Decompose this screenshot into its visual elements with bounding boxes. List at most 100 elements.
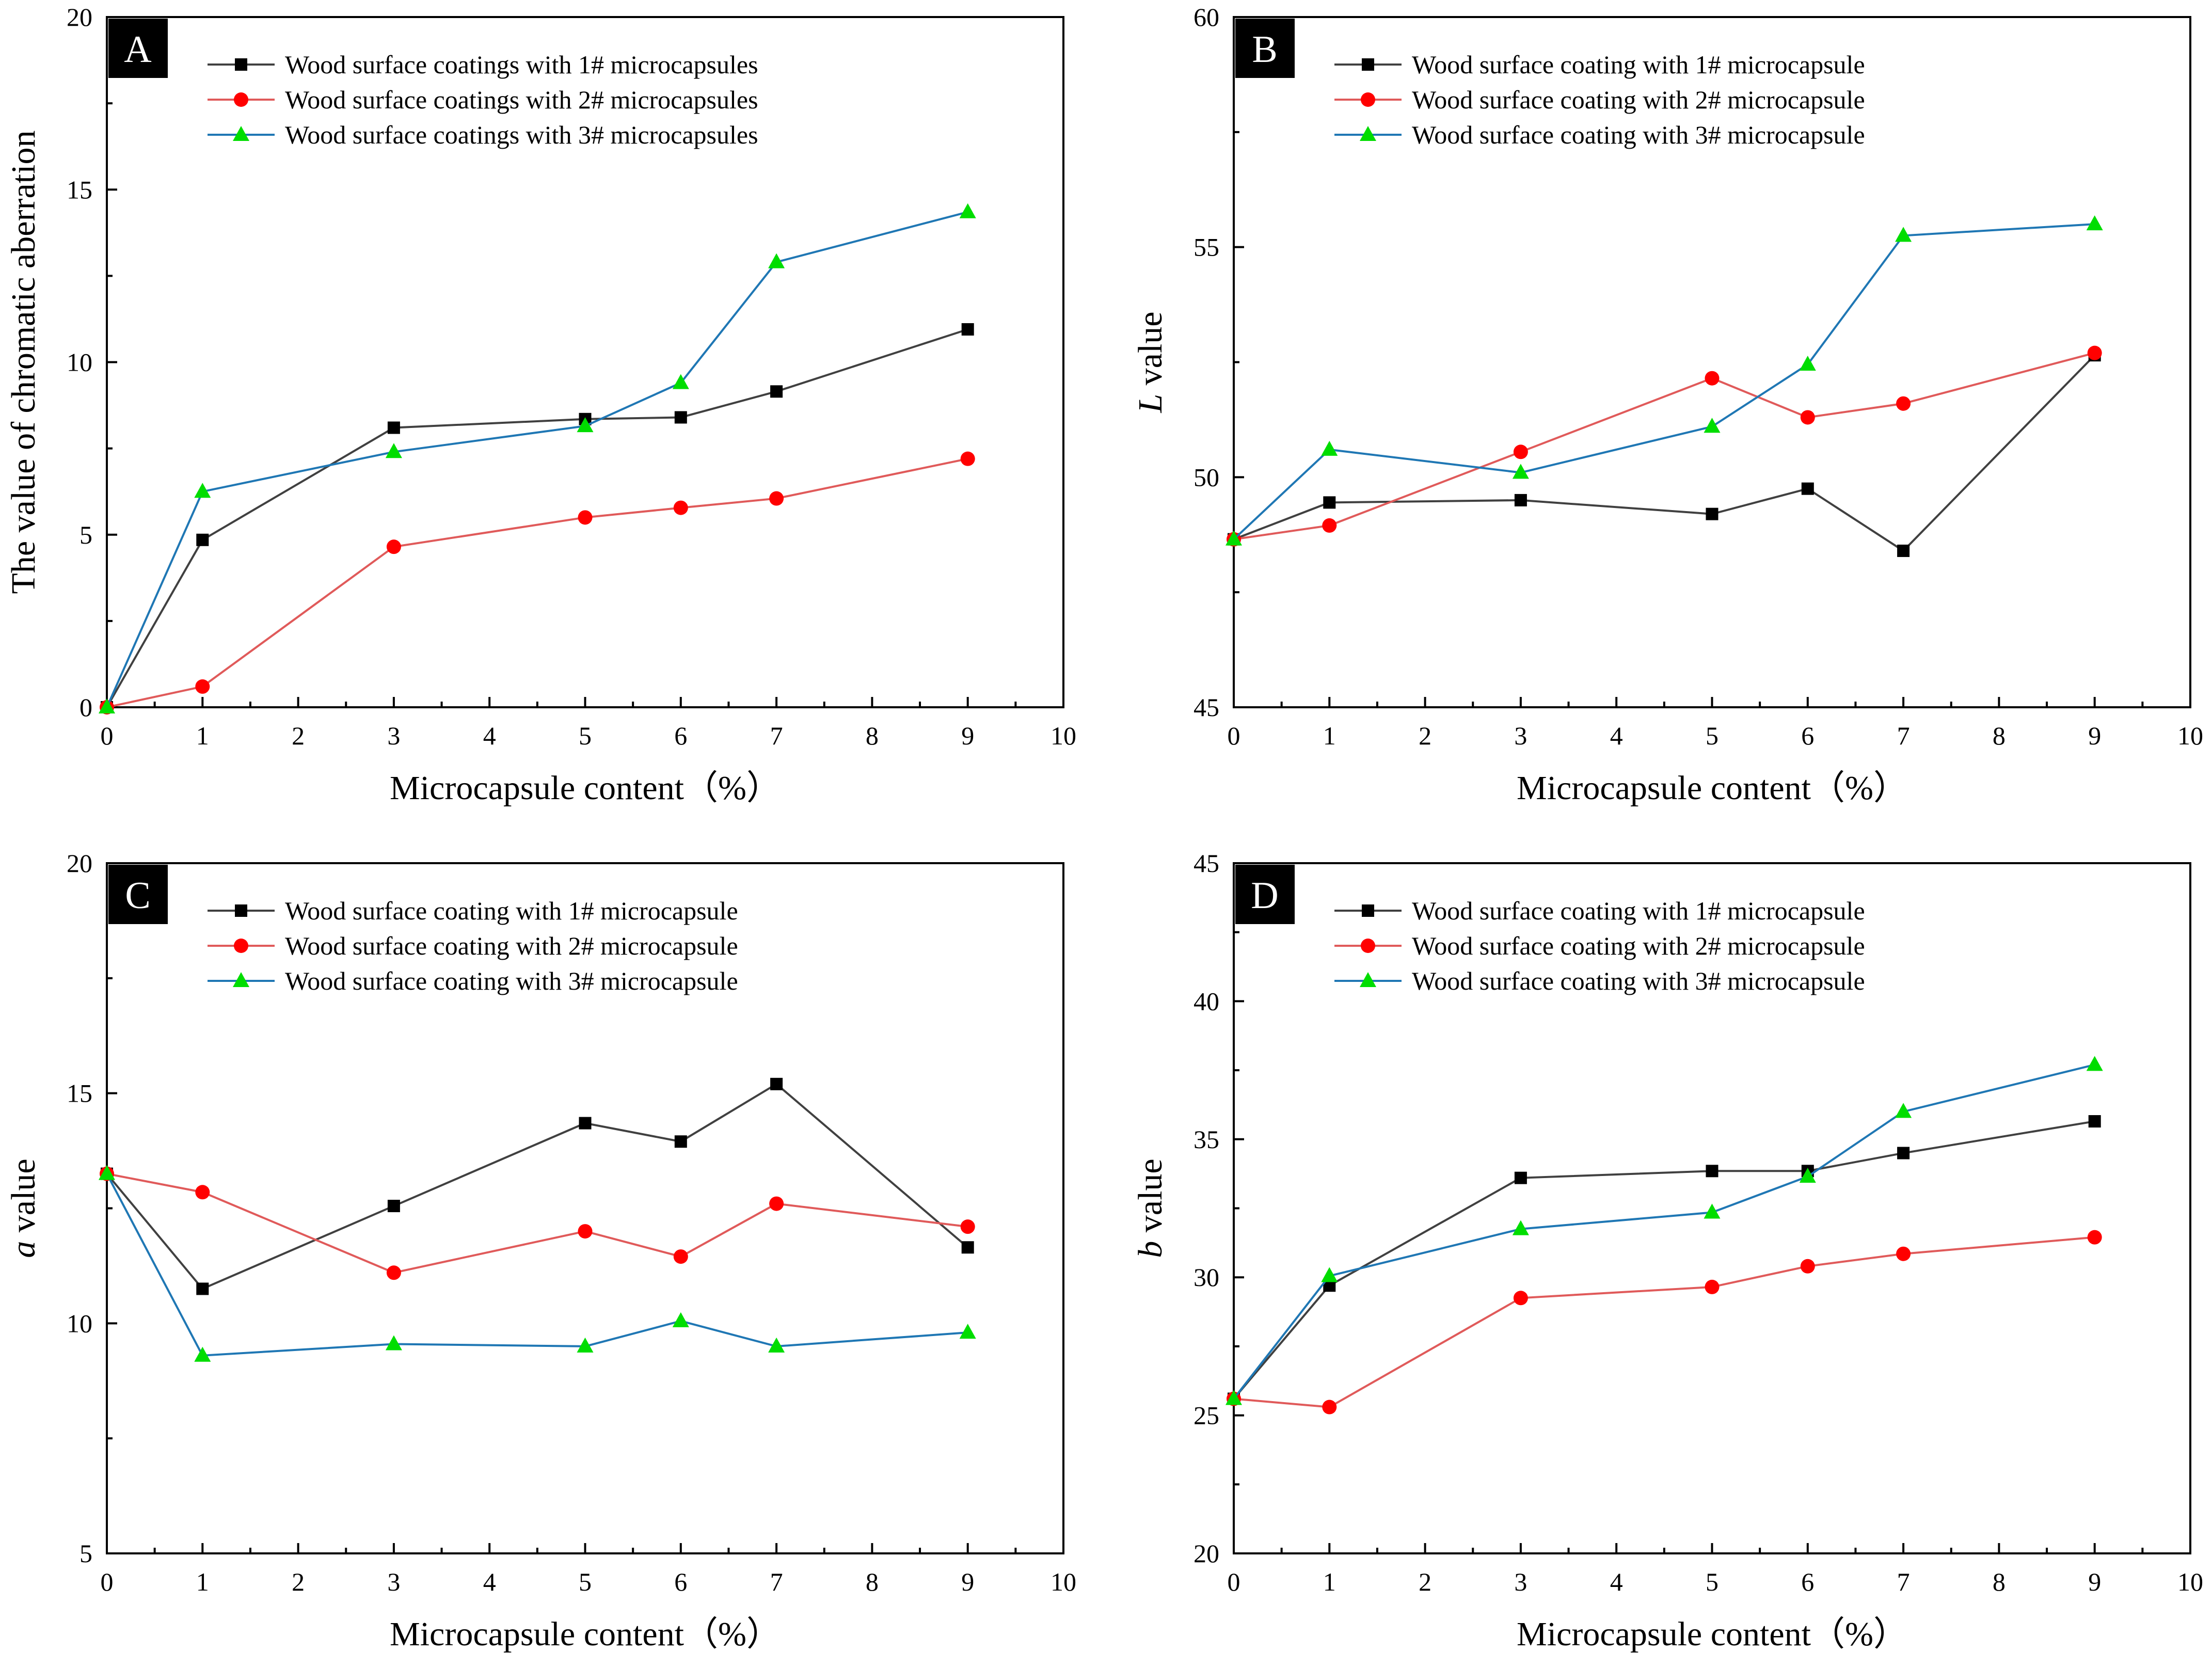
data-point-square — [1514, 494, 1527, 506]
data-point-square — [196, 1282, 209, 1295]
series-2 — [100, 451, 975, 714]
y-axis-title-variable: L — [1132, 394, 1169, 414]
data-point-triangle — [1799, 355, 1816, 371]
x-tick-label: 4 — [483, 721, 496, 750]
series-line — [106, 328, 968, 708]
data-point-triangle — [1321, 440, 1338, 456]
y-tick-label: 10 — [67, 348, 92, 377]
data-point-square — [674, 1135, 687, 1148]
data-point-square — [674, 411, 687, 424]
data-point-square — [1323, 496, 1336, 509]
y-tick-label: 20 — [1193, 1539, 1219, 1568]
x-tick-label: 8 — [1993, 721, 2006, 750]
x-tick-label: 5 — [579, 721, 592, 750]
x-tick-label: 7 — [770, 1567, 783, 1596]
data-point-circle — [1800, 1259, 1815, 1274]
data-point-triangle — [959, 1324, 976, 1339]
legend-label: Wood surface coating with 1# microcapsul… — [285, 896, 738, 925]
data-point-square — [961, 323, 974, 336]
data-point-triangle — [1704, 418, 1721, 433]
data-point-square — [1897, 544, 1910, 557]
x-tick-label: 1 — [196, 1567, 209, 1596]
data-point-circle — [578, 1224, 593, 1239]
legend-entry: Wood surface coating with 3# microcapsul… — [1334, 966, 1865, 995]
data-point-square — [1514, 1171, 1527, 1184]
data-point-circle — [195, 1185, 210, 1200]
data-point-triangle — [1321, 1267, 1338, 1282]
x-axis-title: Microcapsule content（%） — [390, 769, 781, 807]
y-tick-label: 40 — [1193, 987, 1219, 1015]
data-point-circle — [960, 1219, 975, 1234]
x-tick-label: 10 — [2177, 721, 2203, 750]
legend-label: Wood surface coating with 1# microcapsul… — [1412, 50, 1865, 79]
legend-marker-square — [1362, 58, 1374, 71]
data-point-square — [1897, 1147, 1910, 1159]
y-tick-label: 55 — [1193, 233, 1219, 262]
data-point-circle — [769, 1196, 784, 1211]
data-point-circle — [960, 451, 975, 466]
legend-label: Wood surface coatings with 3# microcapsu… — [285, 120, 758, 149]
x-tick-label: 8 — [866, 721, 879, 750]
legend-marker-circle — [1361, 92, 1375, 107]
data-point-square — [387, 1200, 400, 1213]
series-line — [106, 1083, 968, 1290]
y-tick-label: 45 — [1193, 849, 1219, 878]
legend-marker-triangle — [1360, 972, 1376, 987]
series-1 — [101, 323, 974, 713]
data-point-square — [2088, 1115, 2101, 1128]
x-tick-label: 0 — [1228, 1567, 1240, 1596]
y-tick-label: 5 — [79, 520, 92, 549]
data-point-circle — [578, 510, 593, 525]
data-point-circle — [195, 679, 210, 694]
x-tick-label: 6 — [674, 721, 687, 750]
legend-entry: Wood surface coatings with 3# microcapsu… — [208, 120, 758, 149]
y-axis-title-suffix: value — [1132, 1158, 1169, 1241]
legend-marker-circle — [234, 92, 248, 107]
panel-label-badge — [1235, 19, 1295, 78]
data-point-triangle — [577, 417, 594, 433]
panel-a: 0 1 2 3 4 5 6 7 8 9 10 0 5 10 15 20 Microcapsule content… — [5, 3, 1076, 807]
series-3 — [99, 1165, 976, 1362]
data-point-circle — [1800, 410, 1815, 425]
data-point-circle — [1322, 518, 1337, 533]
legend-label: Wood surface coating with 3# microcapsul… — [285, 966, 738, 995]
x-tick-label: 1 — [196, 721, 209, 750]
data-point-square — [770, 385, 783, 398]
data-point-triangle — [2086, 1056, 2103, 1071]
legend-marker-square — [235, 58, 247, 71]
data-point-triangle — [385, 1335, 402, 1351]
data-point-triangle — [194, 1346, 211, 1362]
series-1 — [1228, 1115, 2101, 1405]
x-axis-title: Microcapsule content（%） — [390, 1615, 781, 1653]
data-point-square — [387, 421, 400, 434]
legend-entry: Wood surface coating with 1# microcapsul… — [1334, 50, 1865, 79]
data-point-square — [1801, 482, 1814, 495]
series-line — [1233, 1236, 2095, 1408]
legend-entry: Wood surface coating with 1# microcapsul… — [1334, 896, 1865, 925]
legend-label: Wood surface coatings with 2# microcapsu… — [285, 85, 758, 114]
x-tick-label: 3 — [1514, 1567, 1527, 1596]
x-tick-label: 5 — [1706, 721, 1718, 750]
y-axis-title-suffix: value — [1132, 311, 1169, 393]
series-3 — [1226, 215, 2103, 546]
data-point-triangle — [1895, 227, 1912, 242]
x-tick-label: 0 — [101, 721, 114, 750]
y-axis-title: b value — [1132, 1158, 1169, 1258]
data-point-square — [196, 533, 209, 546]
data-point-circle — [1322, 1400, 1337, 1415]
data-point-circle — [673, 1249, 688, 1264]
series-line — [106, 1172, 968, 1274]
series-line — [106, 211, 968, 708]
data-point-triangle — [99, 1165, 115, 1180]
data-point-triangle — [768, 253, 785, 268]
panel-label-badge — [1235, 865, 1295, 924]
legend-entry: Wood surface coating with 2# microcapsul… — [1334, 85, 1865, 114]
data-point-circle — [1896, 396, 1911, 411]
data-point-triangle — [768, 1337, 785, 1353]
legend-label: Wood surface coatings with 1# microcapsu… — [285, 50, 758, 79]
x-tick-label: 3 — [1514, 721, 1527, 750]
x-tick-label: 5 — [579, 1567, 592, 1596]
